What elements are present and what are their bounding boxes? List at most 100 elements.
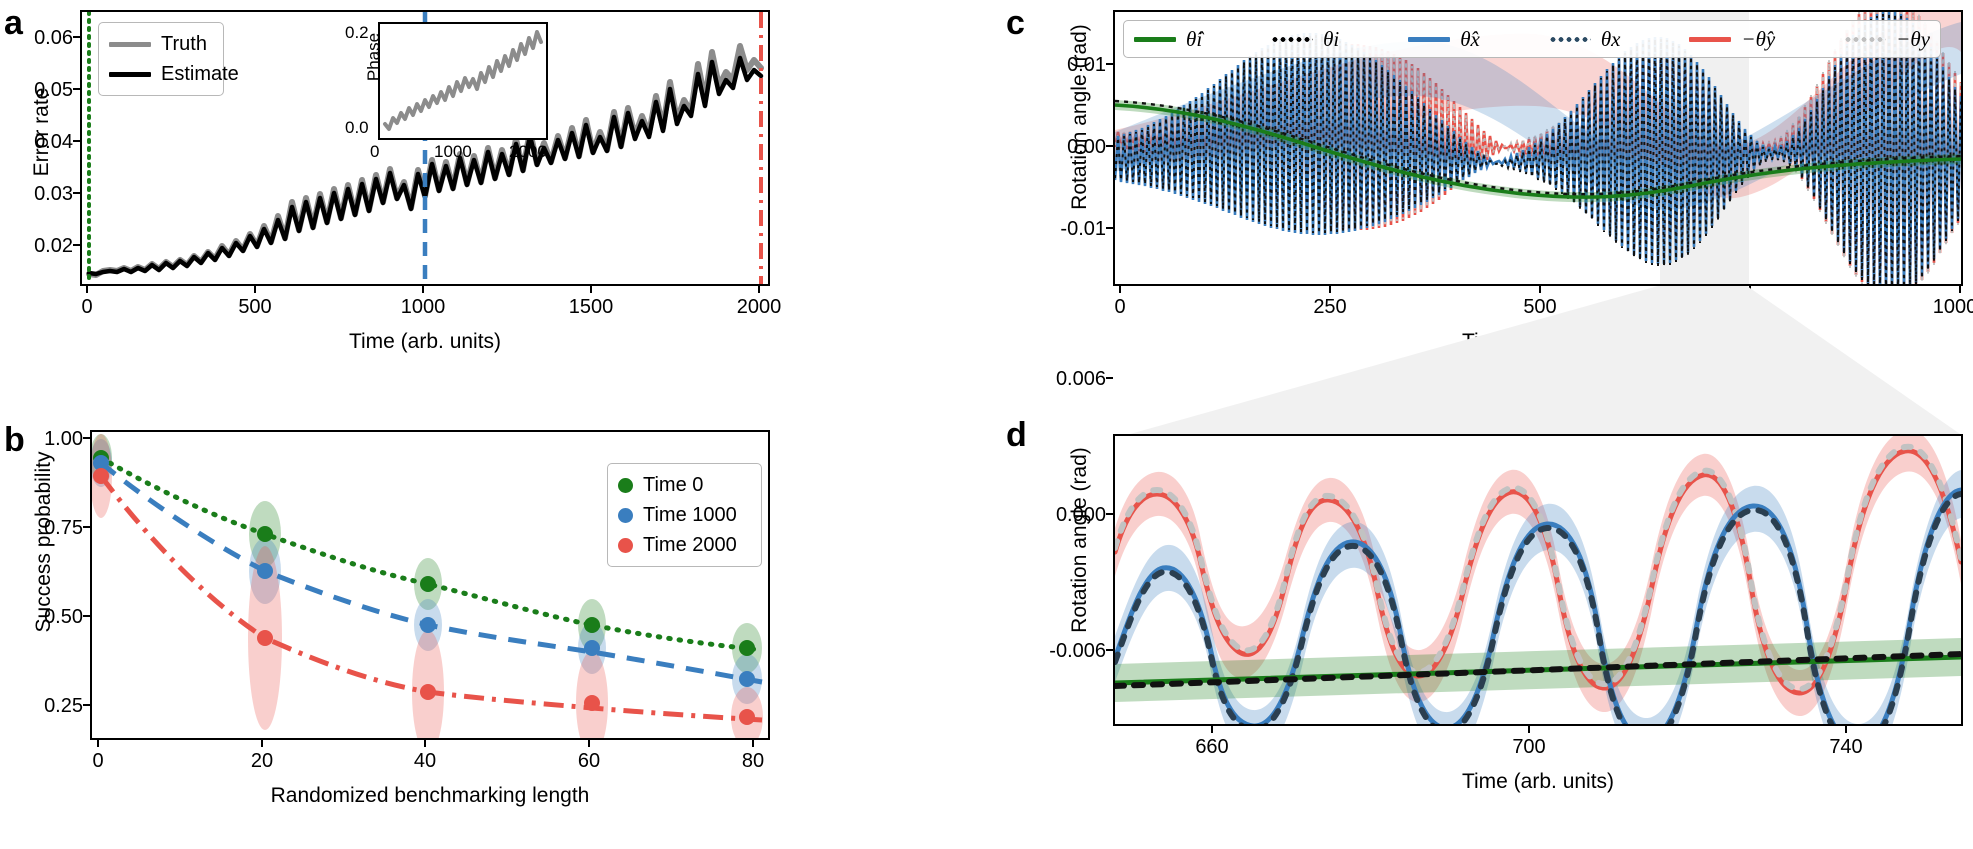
panel-b-legend-label-time1000: Time 1000 — [643, 503, 737, 526]
panel-a-inset-ytick-0: 0.0 — [345, 118, 369, 137]
panel-a-legend-label-truth: Truth — [161, 32, 207, 55]
panel-d-theta-x-truth — [1115, 491, 1961, 724]
panel-d-tick-x0 — [1211, 726, 1213, 733]
panel-c-legend-label-theta-x: θx — [1600, 26, 1621, 51]
panel-c-letter: c — [1006, 4, 1025, 42]
panel-a-tick-y0 — [73, 244, 80, 246]
panel-d-xtick-0: 660 — [1195, 736, 1229, 758]
panel-c-minus-theta-y-truth — [1115, 12, 1961, 284]
panel-a-xtick-3: 1500 — [568, 296, 614, 318]
panel-a-inset-ytick-1: 0.2 — [345, 23, 369, 42]
panel-d-tick-y0 — [1106, 649, 1113, 651]
panel-b-xtick-1: 20 — [250, 750, 274, 772]
time2000-dot-swatch-icon — [618, 537, 633, 553]
panel-a-inset-xtick-1: 1000 — [434, 142, 472, 161]
panel-a-tick-x3 — [590, 286, 592, 293]
panel-d-tick-x1 — [1528, 726, 1530, 733]
panel-c-legend-label-minus-theta-y: −θy — [1896, 26, 1930, 51]
panel-a-xtick-2: 1000 — [400, 296, 446, 318]
panel-b-ytick-2: 0.75 — [44, 517, 83, 539]
panel-c-ytick-0: -0.01 — [1060, 218, 1106, 240]
panel-c-theta-x-truth — [1115, 12, 1961, 284]
panel-c-legend-label-theta-i: θi — [1323, 26, 1340, 51]
theta-hat-i-line-swatch-icon — [1134, 36, 1176, 42]
panel-c-ytick-1: 0.00 — [1067, 136, 1106, 158]
panel-b-tick-x1 — [261, 740, 263, 747]
panel-b-tick-x3 — [588, 740, 590, 747]
panel-a-svg — [86, 12, 764, 284]
panel-a-legend-label-estimate: Estimate — [161, 62, 239, 85]
panel-a-letter: a — [4, 4, 23, 42]
panel-a-inset-phase-line — [383, 30, 543, 131]
panel-a-tick-y1 — [73, 192, 80, 194]
panel-b-tick-x2 — [424, 740, 426, 747]
panel-c-legend-label-minus-theta-hat-y: −θ̂y — [1741, 26, 1776, 51]
panel-a-xtick-0: 0 — [81, 296, 93, 318]
panel-c-xtick-4: 1000 — [1932, 296, 1973, 318]
truth-line-swatch-icon — [109, 41, 151, 47]
panel-a-inset-svg — [383, 30, 543, 131]
panel-d-letter: d — [1006, 416, 1027, 454]
panel-b-ytick-1: 0.50 — [44, 606, 83, 628]
panel-c-legend-item-theta-x: θx — [1548, 24, 1621, 54]
panel-a-inset-plot-area — [378, 22, 548, 140]
panel-b-legend-item-time0: Time 0 — [618, 470, 751, 500]
panel-d-ytick-1: 0.000 — [1055, 504, 1106, 526]
panel-b-xlabel: Randomized benchmarking length — [270, 784, 590, 807]
panel-b-ytick-0: 0.25 — [44, 695, 83, 717]
panel-c-xtick-1: 250 — [1313, 296, 1347, 318]
panel-c-theta-i-estimate — [1115, 103, 1961, 199]
panel-a-ytick-1: 0.03 — [34, 183, 73, 205]
panel-d-tick-x2 — [1845, 726, 1847, 733]
panel-b-tick-y0 — [83, 704, 90, 706]
panel-c-tick-x1 — [1329, 286, 1331, 293]
panel-c-legend-item-theta-i: θi — [1271, 24, 1339, 54]
panel-a-legend: Truth Estimate — [98, 22, 239, 96]
panel-d-red-band — [1115, 436, 1961, 717]
panel-a-xtick-1: 500 — [238, 296, 272, 318]
panel-d-xtick-1: 700 — [1512, 736, 1546, 758]
panel-a-xlabel: Time (arb. units) — [348, 330, 502, 353]
panel-c-tick-y2 — [1106, 63, 1113, 65]
panel-a-legend-item-truth: Truth — [109, 29, 213, 59]
panel-b-fit-red — [99, 474, 763, 723]
panel-c-legend-row: θ̂i θi θ̂x θx −θ̂y −θy — [1134, 24, 1930, 54]
panel-b-legend: Time 0 Time 1000 Time 2000 — [607, 463, 762, 567]
theta-hat-x-line-swatch-icon — [1408, 36, 1451, 42]
panel-a-tick-x1 — [254, 286, 256, 293]
time1000-dot-swatch-icon — [618, 507, 633, 523]
panel-d-tick-y1 — [1106, 513, 1113, 515]
panel-b-xtick-4: 80 — [741, 750, 765, 772]
panel-a-inset-xtick-0: 0 — [370, 142, 380, 161]
zoom-connector — [1123, 286, 1963, 436]
panel-c-tick-x4 — [1959, 286, 1961, 293]
panel-b-tick-x0 — [97, 740, 99, 747]
panel-a-ytick-4: 0.06 — [34, 27, 73, 49]
theta-i-dotted-swatch-icon — [1271, 36, 1314, 42]
panel-a-tick-x0 — [86, 286, 88, 293]
panel-d-tick-y2 — [1106, 377, 1113, 379]
panel-b-xtick-3: 60 — [577, 750, 601, 772]
panel-b-ytick-3: 1.00 — [44, 428, 83, 450]
panel-c-xtick-0: 0 — [1114, 296, 1126, 318]
panel-a-tick-x4 — [758, 286, 760, 293]
panel-b-tick-y2 — [83, 526, 90, 528]
panel-a-tick-y4 — [73, 36, 80, 38]
panel-b-legend-label-time2000: Time 2000 — [643, 533, 737, 556]
panel-a-legend-item-estimate: Estimate — [109, 59, 239, 89]
panel-c-legend-label-theta-hat-x: θ̂x — [1460, 26, 1480, 51]
panel-a-tick-x2 — [422, 286, 424, 293]
panel-c-tick-y1 — [1106, 145, 1113, 147]
panel-c-legend-item-theta-hat-i: θ̂i — [1134, 24, 1202, 54]
panel-b-points-blue — [93, 455, 755, 687]
panel-a-inset-xtick-2: 2000 — [509, 142, 547, 161]
theta-x-dotted-swatch-icon — [1548, 36, 1591, 42]
panel-b-points-red — [93, 468, 755, 725]
panel-d-plot-area — [1113, 434, 1963, 726]
panel-b-fit-green — [98, 455, 765, 653]
panel-d-theta-i-truth — [1115, 651, 1961, 689]
panel-c-tick-y0 — [1106, 227, 1113, 229]
minus-theta-y-dotted-swatch-icon — [1844, 36, 1887, 42]
panel-a-xtick-4: 2000 — [736, 296, 782, 318]
